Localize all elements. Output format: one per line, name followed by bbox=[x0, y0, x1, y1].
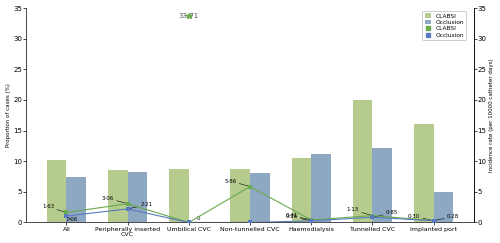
Y-axis label: Proportion of cases (%): Proportion of cases (%) bbox=[6, 83, 10, 147]
Text: 5·86: 5·86 bbox=[224, 179, 250, 187]
Bar bbox=[434, 192, 453, 223]
Text: 0·30: 0·30 bbox=[408, 214, 434, 221]
Bar bbox=[311, 155, 331, 223]
Bar bbox=[128, 172, 147, 223]
Text: 0·85: 0·85 bbox=[372, 210, 398, 217]
Bar bbox=[250, 173, 270, 223]
Text: 33·71: 33·71 bbox=[178, 13, 199, 19]
Bar bbox=[47, 160, 66, 223]
Text: 1·13: 1·13 bbox=[346, 208, 372, 216]
Text: 0·41: 0·41 bbox=[286, 213, 311, 220]
Bar bbox=[414, 124, 434, 223]
Y-axis label: Incidence rate (per 10000 catheter days): Incidence rate (per 10000 catheter days) bbox=[490, 59, 494, 172]
Text: 0·26: 0·26 bbox=[286, 214, 311, 221]
Text: 1·63: 1·63 bbox=[42, 204, 66, 212]
Bar bbox=[372, 148, 392, 223]
Text: 3·06: 3·06 bbox=[102, 196, 128, 204]
Bar bbox=[353, 100, 372, 223]
Text: 0·28: 0·28 bbox=[434, 214, 460, 221]
Legend: CLABSI, Occlusion, CLABSI, Occlusion: CLABSI, Occlusion, CLABSI, Occlusion bbox=[422, 11, 466, 40]
Bar bbox=[108, 170, 128, 223]
Text: 1·06: 1·06 bbox=[65, 216, 78, 222]
Bar bbox=[292, 158, 311, 223]
Bar bbox=[169, 169, 189, 223]
Text: 2·21: 2·21 bbox=[128, 202, 154, 209]
Text: 0: 0 bbox=[196, 216, 200, 221]
Bar bbox=[230, 169, 250, 223]
Bar bbox=[66, 176, 86, 223]
